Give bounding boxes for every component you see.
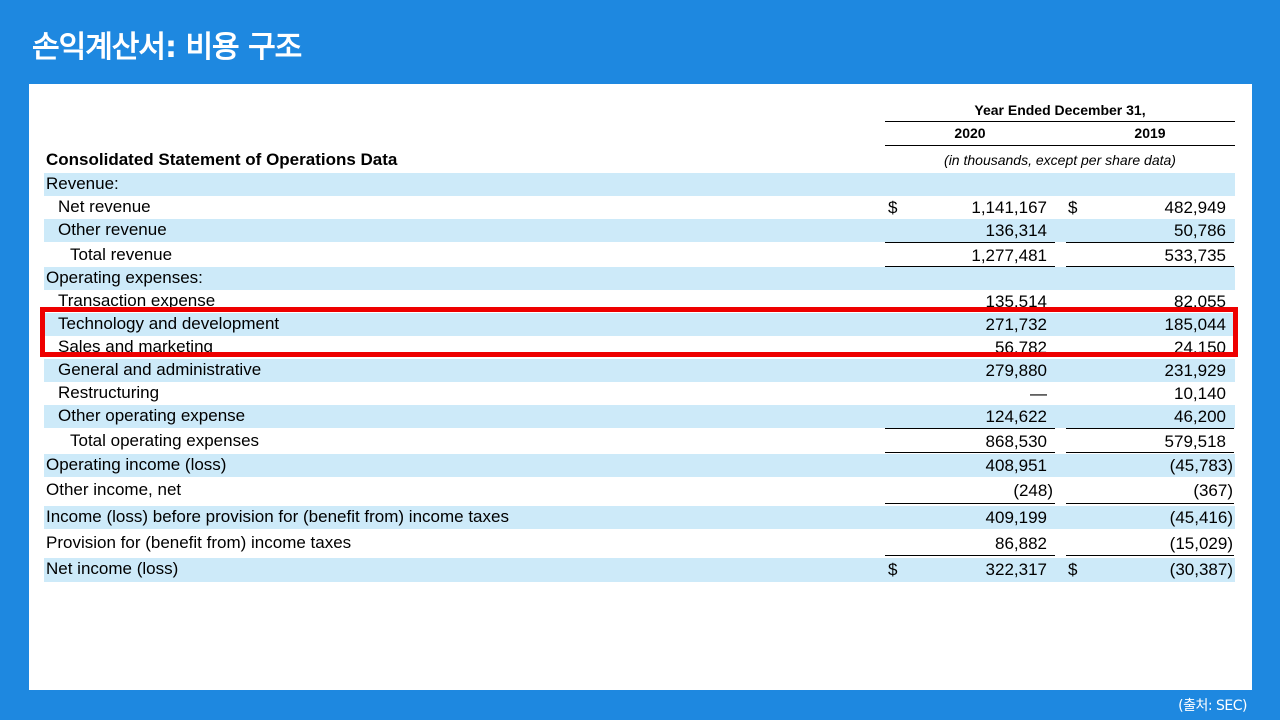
value-2020: 271,732 xyxy=(985,315,1047,334)
value-2019: (15,029) xyxy=(1169,534,1233,553)
value-2020: 1,141,167 xyxy=(971,198,1047,217)
total-rule xyxy=(885,266,1055,267)
value-2019: 185,044 xyxy=(1164,315,1226,334)
subtotal-rule xyxy=(885,503,1055,504)
source-note: (출처: SEC) xyxy=(1178,698,1247,714)
table-row: Total operating expenses 868,530 579,518 xyxy=(44,430,1235,453)
row-label: Other income, net xyxy=(46,480,182,499)
column-header-2019: 2019 xyxy=(1134,125,1166,141)
value-2019: 533,735 xyxy=(1164,246,1226,265)
table-row: Net revenue $ 1,141,167 $ 482,949 xyxy=(44,196,1235,219)
row-label: Technology and development xyxy=(58,314,280,333)
table-row: Provision for (benefit from) income taxe… xyxy=(44,532,1235,555)
value-2020: — xyxy=(1030,384,1047,403)
row-label: Income (loss) before provision for (bene… xyxy=(46,507,509,526)
slide-title: 손익계산서: 비용 구조 xyxy=(32,30,302,65)
value-2019: 579,518 xyxy=(1164,432,1226,451)
value-2019: 482,949 xyxy=(1164,198,1226,217)
table-row: Income (loss) before provision for (bene… xyxy=(44,506,1235,529)
value-2019: 231,929 xyxy=(1164,361,1226,380)
subtotal-rule xyxy=(1066,503,1234,504)
currency-symbol: $ xyxy=(888,560,898,579)
subtotal-rule xyxy=(1066,555,1234,556)
row-label: Transaction expense xyxy=(58,291,216,310)
column-header-2020: 2020 xyxy=(954,125,986,141)
table-row: Technology and development 271,732 185,0… xyxy=(44,313,1235,336)
row-label: Total operating expenses xyxy=(70,431,260,450)
section-title: Consolidated Statement of Operations Dat… xyxy=(46,150,398,169)
value-2020: 322,317 xyxy=(985,560,1047,579)
value-2020: (248) xyxy=(1013,481,1053,500)
table-row: Other operating expense 124,622 46,200 xyxy=(44,405,1235,428)
table-row: Transaction expense 135,514 82,055 xyxy=(44,290,1235,313)
row-label: Operating income (loss) xyxy=(46,455,227,474)
row-label: Other revenue xyxy=(58,220,167,239)
value-2019: (30,387) xyxy=(1169,560,1233,579)
total-rule xyxy=(1066,452,1234,453)
value-2019: (367) xyxy=(1193,481,1233,500)
subtotal-rule xyxy=(885,555,1055,556)
value-2019: (45,783) xyxy=(1169,456,1233,475)
subtotal-rule xyxy=(885,428,1055,429)
header-divider xyxy=(885,121,1235,122)
value-2020: 409,199 xyxy=(985,508,1047,527)
row-label: Total revenue xyxy=(70,245,173,264)
row-label: Other operating expense xyxy=(58,406,246,425)
value-2020: 408,951 xyxy=(985,456,1047,475)
value-2020: 124,622 xyxy=(985,407,1047,426)
highlight-box xyxy=(40,307,1238,357)
row-label: Provision for (benefit from) income taxe… xyxy=(46,533,352,552)
period-header: Year Ended December 31, xyxy=(974,102,1146,118)
row-label: Net revenue xyxy=(58,197,151,216)
total-rule xyxy=(1066,266,1234,267)
table-row: Restructuring — 10,140 xyxy=(44,382,1235,405)
table-row: Operating expenses: xyxy=(44,267,1235,290)
value-2020: 868,530 xyxy=(985,432,1047,451)
value-2019: 46,200 xyxy=(1174,407,1226,426)
table-row: Other income, net (248) (367) xyxy=(44,479,1235,502)
row-label: Restructuring xyxy=(58,383,160,402)
row-label: Net income (loss) xyxy=(46,559,179,578)
value-2019: 82,055 xyxy=(1174,292,1226,311)
value-2020: 1,277,481 xyxy=(971,246,1047,265)
row-label: Operating expenses: xyxy=(46,268,203,287)
value-2020: 136,314 xyxy=(985,221,1047,240)
currency-symbol: $ xyxy=(1068,560,1078,579)
total-rule xyxy=(885,452,1055,453)
value-2020: 135,514 xyxy=(985,292,1047,311)
subtotal-rule xyxy=(1066,242,1234,243)
row-label: General and administrative xyxy=(58,360,262,379)
row-label: Revenue: xyxy=(46,174,119,193)
table-row: Operating income (loss) 408,951 (45,783) xyxy=(44,454,1235,477)
table-row: Net income (loss) $ 322,317 $ (30,387) xyxy=(44,558,1235,582)
row-label: Sales and marketing xyxy=(58,337,213,356)
table-row: Revenue: xyxy=(44,173,1235,196)
subtotal-rule xyxy=(885,242,1055,243)
value-2019: (45,416) xyxy=(1169,508,1233,527)
value-2020: 86,882 xyxy=(995,534,1047,553)
value-2019: 10,140 xyxy=(1174,384,1226,403)
header-divider xyxy=(885,145,1235,146)
table-row: General and administrative 279,880 231,9… xyxy=(44,359,1235,382)
table-row: Total revenue 1,277,481 533,735 xyxy=(44,244,1235,267)
currency-symbol: $ xyxy=(888,198,898,217)
units-note: (in thousands, except per share data) xyxy=(944,152,1176,168)
table-row: Other revenue 136,314 50,786 xyxy=(44,219,1235,242)
value-2020: 279,880 xyxy=(985,361,1047,380)
value-2019: 50,786 xyxy=(1174,221,1226,240)
currency-symbol: $ xyxy=(1068,198,1078,217)
subtotal-rule xyxy=(1066,428,1234,429)
